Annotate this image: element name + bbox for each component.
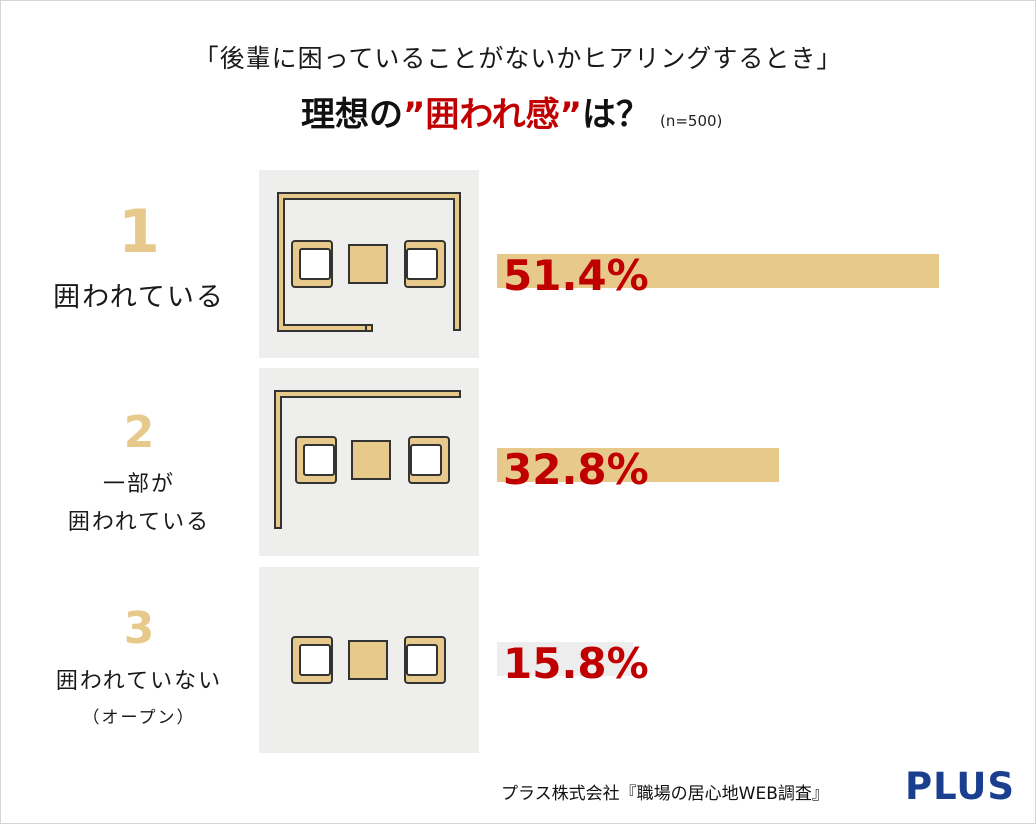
plus-logo: PLUS xyxy=(905,765,1016,808)
title-highlight: ”囲われ感” xyxy=(403,95,582,135)
bar-fill xyxy=(497,448,779,482)
bar-fill xyxy=(497,254,939,288)
open-room-icon xyxy=(259,567,479,753)
source-note: プラス株式会社『職場の居心地WEB調査』 xyxy=(501,784,829,804)
title-prefix: 理想の xyxy=(301,95,403,135)
value-label: 51.4% xyxy=(503,251,649,300)
bar-track xyxy=(497,448,939,482)
partially-enclosed-room-icon xyxy=(259,368,479,556)
value-label: 15.8% xyxy=(503,639,649,688)
fully-enclosed-room-icon xyxy=(259,170,479,358)
bar-fill xyxy=(497,642,633,676)
category-label: 一部が xyxy=(102,472,175,497)
category-label: 囲われている xyxy=(53,282,225,313)
category-label: 囲われている xyxy=(67,510,211,535)
bar-track xyxy=(497,254,939,288)
rank-number: 2 xyxy=(123,407,155,458)
title-suffix: は？ xyxy=(582,95,650,135)
rank-number: 1 xyxy=(118,197,160,267)
value-label: 32.8% xyxy=(503,445,649,494)
sample-size: (n=500) xyxy=(660,112,723,130)
title-line1: 「後輩に困っていることがないかヒアリングするとき」 xyxy=(193,44,843,73)
bar-track xyxy=(497,642,939,676)
category-label: （オープン） xyxy=(82,708,196,728)
title-line2: 理想の”囲われ感”は？ (n=500) xyxy=(301,87,722,136)
rank-number: 3 xyxy=(123,603,155,654)
category-label: 囲われていない xyxy=(55,669,223,694)
